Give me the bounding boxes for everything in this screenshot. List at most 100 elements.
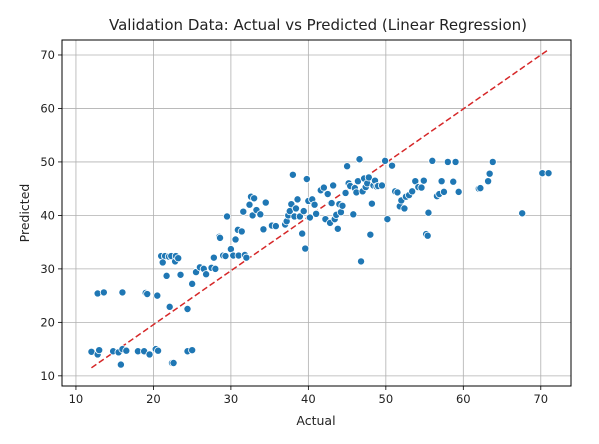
data-point: [188, 346, 197, 355]
x-tick-label: 40: [301, 392, 316, 406]
x-axis-label: Actual: [296, 413, 335, 428]
reference-line-group: [91, 49, 549, 369]
data-point: [158, 258, 167, 267]
y-tick-label: 60: [40, 101, 55, 115]
data-point: [393, 188, 402, 197]
data-point: [211, 264, 220, 273]
data-point: [118, 288, 127, 297]
x-tick-label: 60: [456, 392, 471, 406]
reference-line: [91, 49, 549, 369]
data-point: [424, 208, 433, 217]
data-point: [99, 288, 108, 297]
data-point: [449, 177, 458, 186]
x-tick-label: 50: [379, 392, 394, 406]
y-tick-label: 20: [40, 315, 55, 329]
data-point: [154, 346, 163, 355]
data-point: [319, 183, 328, 192]
data-point: [364, 173, 373, 182]
x-tick-label: 10: [69, 392, 84, 406]
data-point: [153, 291, 162, 300]
data-point: [242, 253, 251, 262]
data-point: [451, 157, 460, 166]
data-point: [400, 204, 409, 213]
data-point: [231, 235, 240, 244]
data-point: [245, 200, 254, 209]
data-point: [443, 157, 452, 166]
data-point: [145, 350, 154, 359]
data-point: [221, 252, 230, 261]
data-point: [488, 157, 497, 166]
data-point: [216, 233, 225, 242]
data-point: [341, 188, 350, 197]
y-tick-label: 50: [40, 155, 55, 169]
data-point: [237, 227, 246, 236]
data-point: [302, 175, 311, 184]
data-point: [223, 212, 232, 221]
data-point: [188, 279, 197, 288]
data-point: [162, 271, 171, 280]
data-point: [357, 257, 366, 266]
data-point: [305, 213, 314, 222]
data-point: [327, 199, 336, 208]
data-point: [333, 224, 342, 233]
data-point: [312, 209, 321, 218]
data-point: [381, 156, 390, 165]
y-tick-label: 70: [40, 48, 55, 62]
grid-lines: [62, 40, 571, 386]
data-point: [122, 346, 131, 355]
data-point: [259, 225, 268, 234]
data-point: [329, 181, 338, 190]
data-point: [439, 187, 448, 196]
data-point: [336, 208, 345, 217]
data-point: [295, 212, 304, 221]
data-point: [454, 187, 463, 196]
data-points: [87, 155, 553, 369]
data-point: [299, 207, 308, 216]
data-point: [239, 207, 248, 216]
data-point: [388, 161, 397, 170]
data-point: [298, 229, 307, 238]
data-point: [202, 270, 211, 279]
data-point: [349, 210, 358, 219]
data-point: [116, 360, 125, 369]
data-point: [366, 230, 375, 239]
data-point: [143, 290, 152, 299]
data-point: [165, 302, 174, 311]
data-point: [183, 304, 192, 313]
data-point: [174, 254, 183, 263]
data-point: [437, 177, 446, 186]
data-point: [169, 359, 178, 368]
data-point: [544, 169, 553, 178]
chart-title: Validation Data: Actual vs Predicted (Li…: [109, 16, 527, 34]
data-point: [408, 187, 417, 196]
data-point: [338, 201, 347, 210]
data-point: [293, 195, 302, 204]
y-tick-label: 10: [40, 369, 55, 383]
data-point: [323, 190, 332, 199]
data-point: [248, 211, 257, 220]
data-point: [484, 177, 493, 186]
data-point: [250, 194, 259, 203]
x-tick-label: 20: [146, 392, 161, 406]
data-point: [256, 210, 265, 219]
data-point: [291, 204, 300, 213]
data-point: [261, 198, 270, 207]
data-point: [476, 184, 485, 193]
y-tick-label: 30: [40, 262, 55, 276]
data-point: [288, 170, 297, 179]
data-point: [343, 162, 352, 171]
data-point: [485, 169, 494, 178]
data-point: [377, 181, 386, 190]
data-point: [419, 176, 428, 185]
y-axis-label: Predicted: [17, 184, 32, 243]
data-point: [301, 244, 310, 253]
data-point: [310, 200, 319, 209]
data-point: [367, 199, 376, 208]
data-point: [209, 253, 218, 262]
data-point: [271, 222, 280, 231]
axis-ticks: 10 20 30 40 50 60 70 10 20 30 40 50 60 70: [40, 48, 548, 406]
data-point: [518, 209, 527, 218]
plot-frame: [61, 39, 572, 387]
